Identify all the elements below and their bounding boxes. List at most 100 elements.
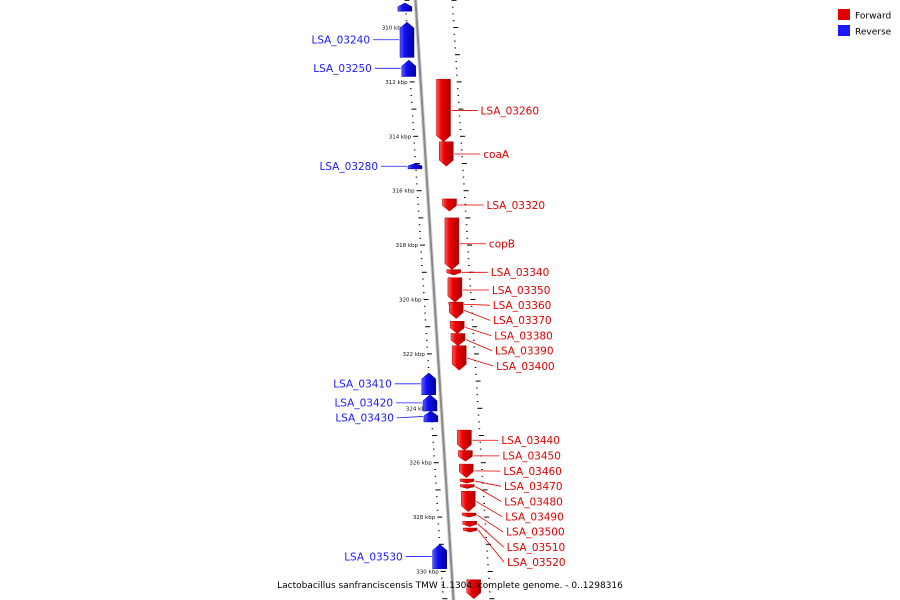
gene-lsa_03450-label[interactable]: LSA_03450 — [502, 451, 561, 463]
gene-lsa_03350[interactable] — [447, 277, 463, 303]
gene-lsa_03430[interactable] — [423, 410, 439, 423]
gene-lsa_03440-label[interactable]: LSA_03440 — [501, 435, 560, 447]
gene-lsa_03520-label[interactable]: LSA_03520 — [507, 557, 566, 569]
gene-lsa_03510-shape[interactable] — [462, 520, 477, 527]
gene-lsa_03370[interactable] — [448, 301, 464, 319]
gene-lsa_03280[interactable] — [407, 163, 423, 170]
gene-lsa_03260-label[interactable]: LSA_03260 — [480, 105, 539, 117]
gene-lsa_03420[interactable] — [422, 394, 438, 412]
gene-lsa_03500[interactable] — [461, 512, 477, 518]
gene-lsa_03520[interactable] — [462, 527, 478, 533]
gene-lsa_03400-shape[interactable] — [451, 345, 467, 371]
gene-lsa_03240-shape[interactable] — [399, 21, 415, 58]
legend-forward-label: Forward — [855, 12, 891, 22]
legend-reverse[interactable]: Reverse — [838, 25, 892, 38]
gene-lsa_03390[interactable] — [450, 333, 466, 347]
gene-lsa_03510[interactable] — [462, 520, 477, 527]
gene-lsa_03260[interactable] — [436, 78, 451, 143]
gene-lsa_03390-shape[interactable] — [450, 333, 466, 347]
gene-lsa_03250-shape[interactable] — [401, 59, 417, 77]
gene-partial-shape[interactable] — [466, 579, 482, 600]
gene-lsa_03520-leader — [477, 529, 505, 563]
gene-lsa_03470-label[interactable]: LSA_03470 — [504, 481, 563, 493]
gene-lsa_03460[interactable] — [459, 463, 474, 479]
gene-lsa_03460-shape[interactable] — [459, 463, 474, 479]
gene-lsa_03520-shape[interactable] — [462, 527, 478, 533]
gene-lsa_03360-label[interactable]: LSA_03360 — [493, 300, 552, 312]
gene-partial[interactable] — [466, 579, 482, 600]
gene-lsa_03350-shape[interactable] — [447, 277, 463, 303]
gene-lsa_03390-label[interactable]: LSA_03390 — [495, 346, 554, 358]
gene-lsa_03400[interactable] — [451, 345, 467, 371]
gene-lsa_03260-shape[interactable] — [436, 78, 451, 143]
legend-forward[interactable]: Forward — [838, 9, 891, 22]
gene-lsa_03240-label[interactable]: LSA_03240 — [311, 35, 370, 47]
gene-lsa_03530-label[interactable]: LSA_03530 — [344, 551, 403, 563]
gene-lsa_03480-shape[interactable] — [460, 484, 475, 489]
gene-lsa_03390-leader — [465, 339, 493, 352]
gene-lsa_03530-shape[interactable] — [432, 543, 447, 570]
gene-lsa_03340-shape[interactable] — [446, 269, 461, 276]
gene-lsa_03430-leader — [396, 416, 423, 419]
gene-lsa_03340[interactable] — [446, 269, 461, 276]
gene-lsa_03320[interactable] — [442, 198, 457, 212]
ruler-tick-label: 326 kbp — [409, 461, 432, 467]
gene-lsa_03430-shape[interactable] — [423, 410, 439, 423]
gene-lsa_03250-label[interactable]: LSA_03250 — [313, 63, 372, 75]
gene-lsa_03280-shape[interactable] — [407, 163, 423, 170]
gene-lsa_03420-label[interactable]: LSA_03420 — [334, 398, 393, 410]
gene-lsa_03420-shape[interactable] — [422, 394, 438, 412]
gene-lsa_03500-label[interactable]: LSA_03500 — [506, 527, 565, 539]
legend: Forward Reverse — [838, 9, 892, 38]
gene-copb-shape[interactable] — [444, 217, 460, 270]
gene-lsa_03490-label[interactable]: LSA_03490 — [505, 512, 564, 524]
gene-lsa_03450[interactable] — [458, 450, 473, 462]
ruler-tick-label: 328 kbp — [413, 515, 436, 521]
gene-lsa_03470-shape[interactable] — [459, 478, 475, 484]
gene-lsa_03320-shape[interactable] — [442, 198, 457, 212]
gene-lsa_03510-label[interactable]: LSA_03510 — [507, 542, 566, 554]
gene-lsa_03400-label[interactable]: LSA_03400 — [496, 361, 555, 373]
ruler-tick-label: 310 kbp — [382, 26, 405, 32]
gene-lsa_03460-label[interactable]: LSA_03460 — [503, 466, 562, 478]
gene-lsa_03370-leader — [464, 310, 491, 321]
gene-lsa_03380[interactable] — [449, 321, 465, 334]
gene-lsa_03280-label[interactable]: LSA_03280 — [319, 161, 378, 173]
gene-lsa_03480-label[interactable]: LSA_03480 — [504, 496, 563, 508]
gene-lsa_03320-label[interactable]: LSA_03320 — [486, 200, 545, 212]
gene-lsa_03380-shape[interactable] — [449, 321, 465, 334]
gene-coaa-shape[interactable] — [439, 141, 454, 167]
gene-lsa_03340-label[interactable]: LSA_03340 — [491, 267, 550, 279]
gene-lsa_03450-shape[interactable] — [458, 450, 473, 462]
gene-lsa_03430-label[interactable]: LSA_03430 — [335, 413, 394, 425]
gene-lsa_03370-label[interactable]: LSA_03370 — [493, 315, 552, 327]
gene-partial-shape[interactable] — [397, 2, 413, 12]
gene-lsa_03500-shape[interactable] — [461, 512, 477, 518]
gene-lsa_03410[interactable] — [421, 372, 437, 395]
gene-lsa_03410-shape[interactable] — [421, 372, 437, 395]
gene-coaa-label[interactable]: coaA — [483, 149, 510, 161]
gene-lsa_03490-shape[interactable] — [461, 491, 476, 513]
ruler-tick-label: 322 kbp — [402, 352, 425, 358]
gene-lsa_03240[interactable] — [399, 21, 415, 58]
gene-lsa_03490[interactable] — [461, 491, 476, 513]
gene-lsa_03250[interactable] — [401, 59, 417, 77]
gene-partial[interactable] — [397, 2, 413, 12]
gene-lsa_03480-leader — [475, 486, 502, 502]
gene-lsa_03410-label[interactable]: LSA_03410 — [333, 379, 392, 391]
gene-lsa_03350-label[interactable]: LSA_03350 — [492, 285, 551, 297]
gene-lsa_03440[interactable] — [457, 429, 472, 451]
gene-copb-label[interactable]: copB — [489, 239, 515, 251]
backbone-line — [414, 0, 455, 600]
gene-lsa_03440-shape[interactable] — [457, 429, 472, 451]
gene-lsa_03530[interactable] — [432, 543, 447, 570]
gene-lsa_03370-shape[interactable] — [448, 301, 464, 319]
gene-lsa_03380-label[interactable]: LSA_03380 — [494, 330, 553, 342]
gene-lsa_03480[interactable] — [460, 484, 475, 489]
gene-coaa[interactable] — [439, 141, 454, 167]
genome-caption: Lactobacillus sanfranciscensis TMW 1.130… — [277, 581, 623, 591]
gene-lsa_03470[interactable] — [459, 478, 475, 484]
gene-lsa_03380-leader — [465, 326, 492, 336]
gene-copb[interactable] — [444, 217, 460, 270]
